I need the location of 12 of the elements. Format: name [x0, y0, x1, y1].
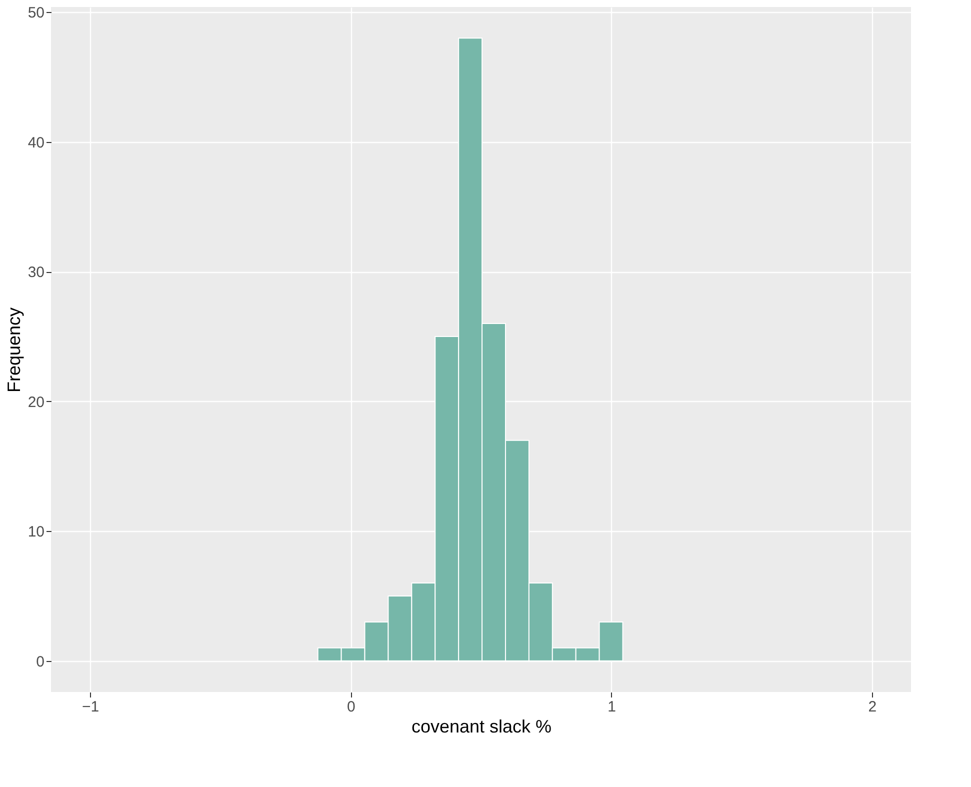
x-axis-title: covenant slack %: [411, 716, 552, 736]
x-tick-label: 0: [347, 698, 356, 716]
y-tick-label: 10: [28, 524, 44, 541]
x-tick-label: 2: [868, 698, 877, 716]
x-tick-label: 1: [608, 698, 616, 716]
x-tick-label: −1: [82, 698, 100, 716]
y-tick-label: 0: [36, 653, 44, 670]
y-tick-label: 20: [28, 394, 44, 411]
y-tick-label: 40: [28, 134, 44, 152]
y-tick-label: 30: [28, 264, 44, 282]
y-tick-label: 50: [28, 4, 44, 22]
y-axis-title: Frequency: [4, 307, 24, 393]
